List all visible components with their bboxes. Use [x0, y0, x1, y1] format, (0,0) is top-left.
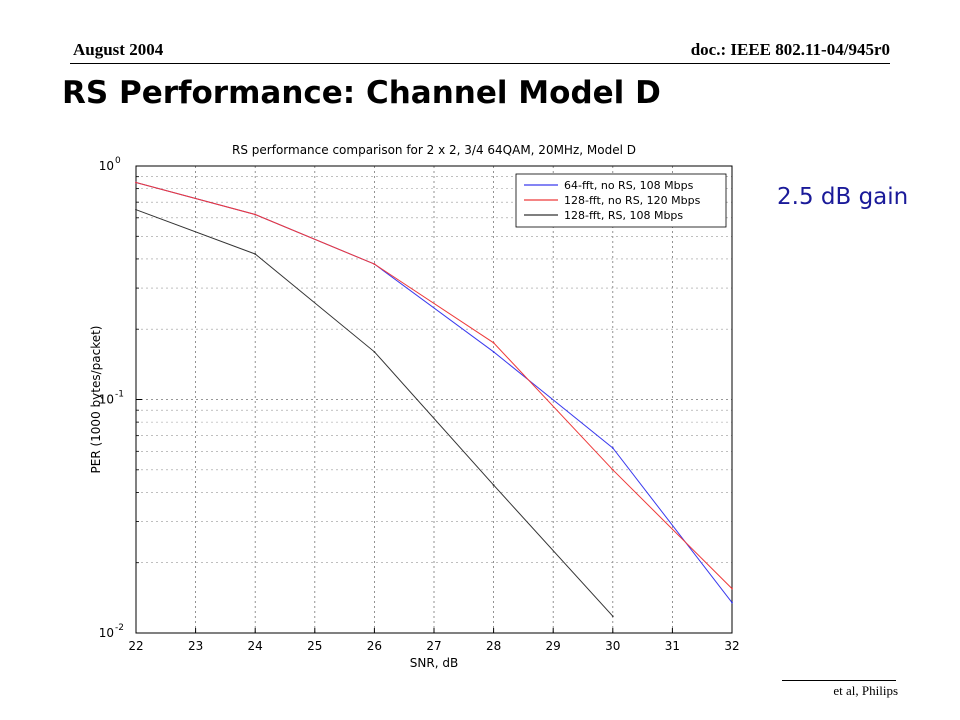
y-tick-label-exponent: -2 [115, 623, 124, 633]
footer-text: et al, Philips [833, 683, 898, 698]
data-point [492, 484, 495, 486]
x-tick-label: 24 [248, 639, 263, 653]
legend-label: 64-fft, no RS, 108 Mbps [564, 179, 694, 192]
y-tick-label-exponent: -1 [115, 390, 124, 400]
data-point [492, 341, 495, 344]
x-tick-label: 32 [724, 639, 739, 653]
data-point [611, 447, 614, 449]
plot-frame [135, 165, 733, 634]
slide-title: RS Performance: Channel Model D [62, 75, 661, 111]
chart-title: RS performance comparison for 2 x 2, 3/4… [232, 143, 636, 157]
data-point [373, 350, 376, 353]
header-divider [70, 63, 890, 64]
series-line-2 [135, 182, 733, 589]
y-tick-label-base: 10 [99, 626, 114, 640]
x-tick-label: 23 [188, 639, 203, 653]
data-point [373, 263, 376, 266]
y-tick-label-base: 10 [99, 393, 114, 407]
x-tick-label: 25 [307, 639, 322, 653]
y-axis-label: PER (1000 bytes/packet) [89, 326, 103, 474]
footer-divider [782, 680, 896, 681]
x-tick-label: 30 [605, 639, 620, 653]
x-tick-label: 22 [128, 639, 143, 653]
data-point [135, 181, 137, 184]
legend-label: 128-fft, no RS, 120 Mbps [564, 194, 701, 207]
x-tick-label: 28 [486, 639, 501, 653]
x-tick-label: 26 [367, 639, 382, 653]
data-point [731, 587, 733, 590]
data-point [731, 601, 733, 604]
data-point [611, 615, 614, 618]
legend-label: 128-fft, RS, 108 Mbps [564, 209, 683, 222]
header-doc-id: doc.: IEEE 802.11-04/945r0 [690, 40, 890, 59]
gain-note: 2.5 dB gain [777, 184, 909, 210]
data-point [611, 468, 614, 471]
y-tick-label-exponent: 0 [115, 156, 121, 166]
x-tick-label: 27 [426, 639, 441, 653]
x-tick-label: 31 [665, 639, 680, 653]
data-point [492, 350, 495, 353]
x-axis-label: SNR, dB [410, 656, 458, 670]
x-tick-label: 29 [546, 639, 561, 653]
header-date: August 2004 [73, 40, 164, 59]
per-chart: RS performance comparison for 2 x 2, 3/4… [89, 143, 740, 670]
data-point [254, 213, 257, 216]
data-point [254, 253, 257, 255]
data-point [135, 208, 137, 211]
y-tick-label-base: 10 [99, 159, 114, 173]
